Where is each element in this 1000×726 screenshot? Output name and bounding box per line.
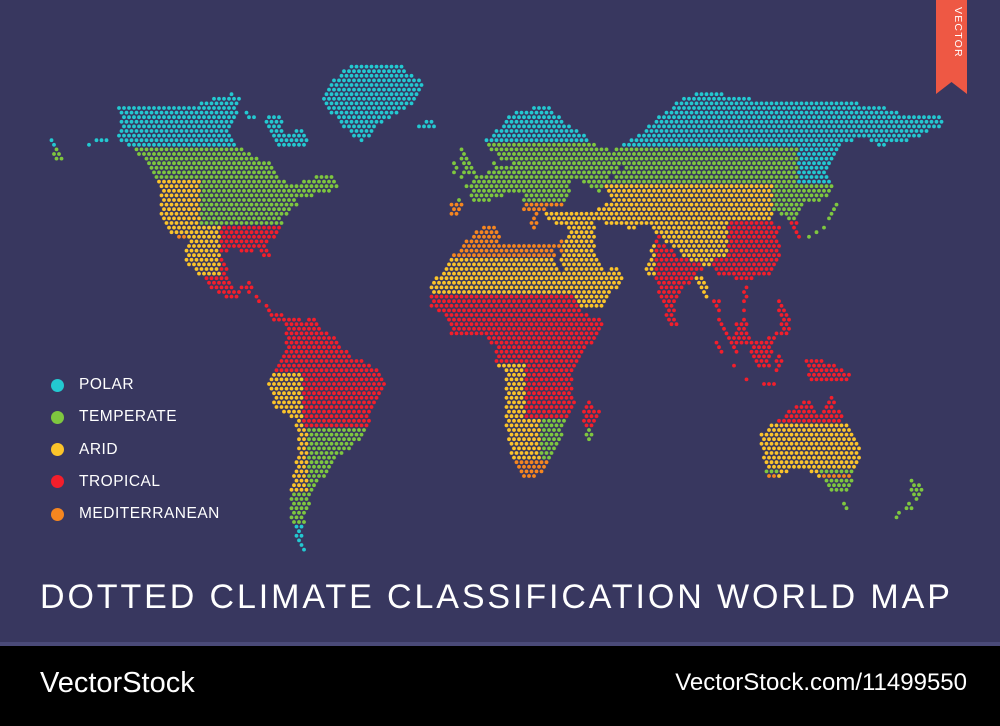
svg-text:VECTOR: VECTOR <box>952 7 964 58</box>
